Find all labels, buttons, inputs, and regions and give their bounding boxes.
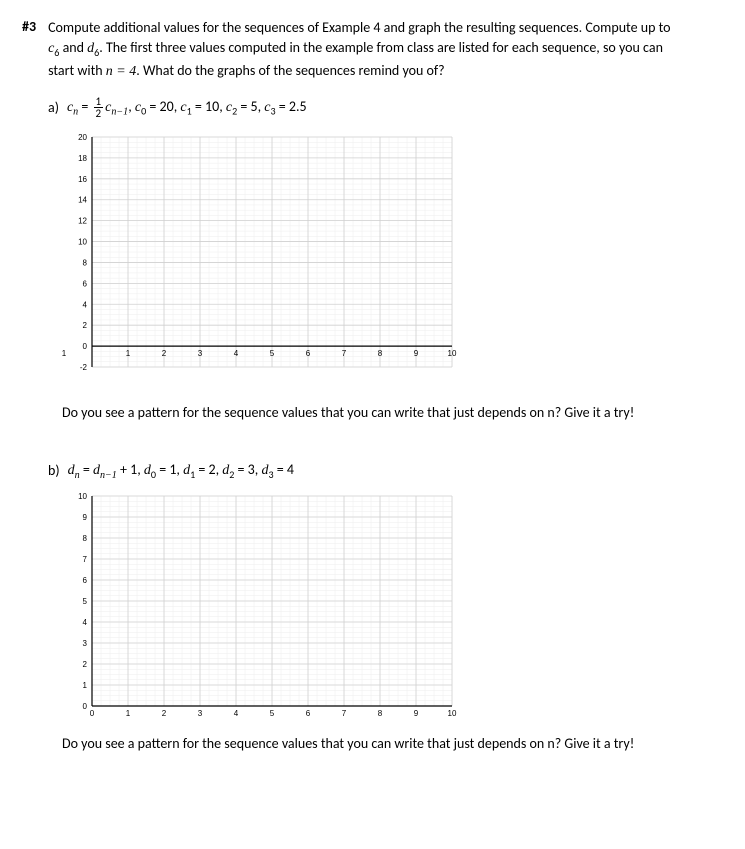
svg-text:16: 16 [78, 175, 87, 184]
line2-post: . The first three values computed in the… [99, 39, 663, 56]
problem-text: Compute additional values for the sequen… [48, 18, 670, 82]
eq: = [78, 98, 91, 115]
svg-text:4: 4 [234, 349, 239, 358]
svg-text:1: 1 [126, 349, 131, 358]
svg-text:7: 7 [342, 349, 347, 358]
svg-text:3: 3 [198, 709, 203, 718]
problem-3: #3 Compute additional values for the seq… [22, 18, 723, 82]
svg-text:2: 2 [83, 660, 88, 669]
cnm1-sub: n−1 [111, 107, 128, 118]
svg-text:0: 0 [90, 709, 95, 718]
svg-text:8: 8 [83, 258, 88, 267]
line1: Compute additional values for the sequen… [48, 19, 670, 36]
svg-text:2: 2 [162, 709, 167, 718]
svg-text:10: 10 [448, 709, 457, 718]
svg-text:0: 0 [83, 702, 88, 711]
svg-text:4: 4 [83, 300, 88, 309]
svg-text:6: 6 [83, 279, 88, 288]
n-eq: n = 4 [106, 64, 136, 79]
svg-text:9: 9 [414, 709, 419, 718]
part-a-equation: a) cn = 12cn−1, c0 = 20, c1 = 10, c2 = 5… [48, 96, 723, 119]
svg-text:4: 4 [234, 709, 239, 718]
svg-text:8: 8 [378, 349, 383, 358]
line3-post: . What do the graphs of the sequences re… [136, 62, 444, 79]
svg-text:5: 5 [83, 597, 88, 606]
svg-text:0: 0 [83, 342, 88, 351]
svg-text:20: 20 [78, 133, 87, 142]
svg-text:-2: -2 [80, 363, 88, 372]
svg-text:7: 7 [83, 555, 88, 564]
svg-text:9: 9 [83, 513, 88, 522]
svg-text:6: 6 [306, 349, 311, 358]
problem-number: #3 [22, 18, 36, 82]
svg-text:8: 8 [378, 709, 383, 718]
line3-pre: start with [48, 62, 106, 79]
half-fraction: 12 [94, 96, 104, 119]
svg-text:18: 18 [78, 154, 87, 163]
svg-text:4: 4 [83, 618, 88, 627]
part-b-equation: b) dn = dn−1 + 1, d0 = 1, d1 = 2, d2 = 3… [48, 461, 723, 481]
svg-text:8: 8 [83, 534, 88, 543]
part-b: b) dn = dn−1 + 1, d0 = 1, d1 = 2, d2 = 3… [48, 461, 723, 481]
svg-text:1: 1 [83, 681, 88, 690]
part-a-label: a) [48, 99, 59, 116]
svg-text:10: 10 [78, 492, 87, 501]
part-b-label: b) [48, 462, 60, 479]
svg-text:5: 5 [270, 349, 275, 358]
and: and [59, 39, 87, 56]
svg-text:2: 2 [162, 349, 167, 358]
svg-text:3: 3 [198, 349, 203, 358]
svg-text:6: 6 [83, 576, 88, 585]
svg-text:14: 14 [78, 196, 87, 205]
svg-text:7: 7 [342, 709, 347, 718]
svg-text:5: 5 [270, 709, 275, 718]
svg-text:6: 6 [306, 709, 311, 718]
followup-b: Do you see a pattern for the sequence va… [62, 734, 723, 754]
svg-text:2: 2 [83, 321, 88, 330]
svg-text:1: 1 [126, 709, 131, 718]
svg-text:12: 12 [78, 217, 87, 226]
followup-a: Do you see a pattern for the sequence va… [62, 403, 723, 423]
svg-text:10: 10 [78, 238, 87, 247]
svg-text:10: 10 [448, 349, 457, 358]
part-a: a) cn = 12cn−1, c0 = 20, c1 = 10, c2 = 5… [48, 96, 723, 119]
chart-b: 0 1 2 3 4 5 6 7 8 9 10 0 1 2 3 4 5 6 7 8 9 10 [62, 490, 723, 720]
svg-text:9: 9 [414, 349, 419, 358]
chart-a: -202468101214161820123456789101 [62, 129, 723, 389]
svg-text:3: 3 [83, 639, 88, 648]
svg-text:1: 1 [62, 349, 67, 358]
